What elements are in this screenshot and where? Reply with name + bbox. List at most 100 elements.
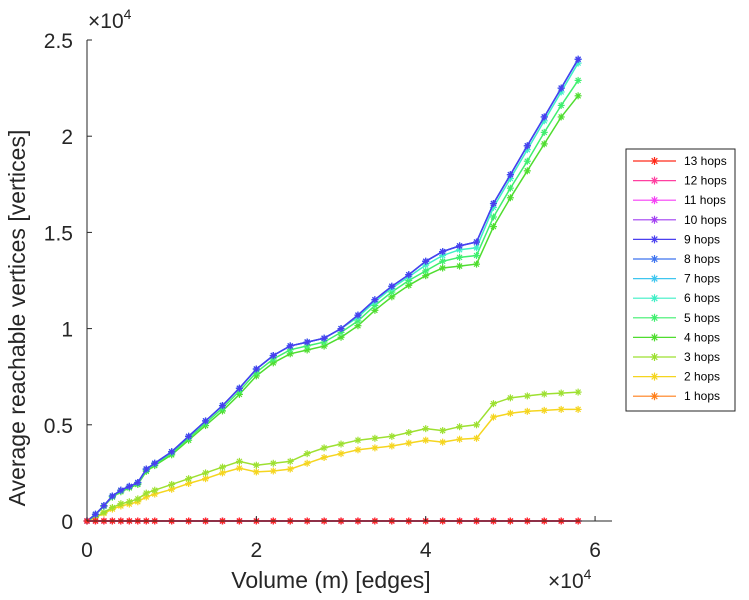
legend-item: 11 hops: [633, 193, 726, 207]
legend-label: 1 hops: [684, 389, 720, 403]
data-point: [540, 140, 548, 148]
data-point: [320, 444, 328, 452]
data-point: [523, 407, 531, 415]
data-point: [100, 502, 108, 510]
data-point: [388, 432, 396, 440]
data-point: [388, 282, 396, 290]
data-point: [489, 413, 497, 421]
legend-item: 3 hops: [633, 350, 720, 364]
data-point: [117, 486, 125, 494]
data-point: [540, 390, 548, 398]
legend-marker: [650, 157, 659, 165]
data-point: [286, 342, 294, 350]
data-point: [354, 311, 362, 319]
data-point: [456, 253, 464, 261]
series-line: [86, 95, 579, 522]
data-point: [574, 405, 582, 413]
data-point: [151, 486, 159, 494]
y-tick-label: 0: [61, 511, 73, 534]
data-point: [540, 113, 548, 121]
data-point: [557, 101, 565, 109]
data-point: [405, 271, 413, 279]
legend-item: 13 hops: [633, 154, 727, 168]
y-ticks: 0 0.5 1 1.5 2 2.5: [44, 30, 92, 534]
data-point: [354, 436, 362, 444]
data-point: [473, 260, 481, 268]
data-point: [574, 76, 582, 84]
legend-marker: [650, 274, 659, 283]
legend-label: 3 hops: [684, 350, 720, 364]
x-tick-label: 6: [589, 539, 601, 562]
data-point: [422, 436, 430, 444]
x-tick-label: 2: [251, 539, 263, 562]
data-point: [523, 392, 531, 400]
data-point: [269, 467, 277, 475]
data-point: [320, 454, 328, 462]
legend-marker: [650, 372, 659, 381]
data-point: [422, 257, 430, 265]
data-point: [489, 400, 497, 408]
series-line: [86, 408, 579, 522]
data-point: [303, 338, 311, 346]
series-line: [86, 79, 579, 522]
legend-label: 9 hops: [684, 232, 720, 246]
y-tick-label: 1: [61, 319, 73, 342]
data-point: [473, 251, 481, 259]
data-point: [371, 444, 379, 452]
data-point: [506, 409, 514, 417]
legend-box: [625, 148, 736, 412]
data-point: [218, 402, 226, 410]
data-point: [117, 500, 125, 508]
data-point: [506, 184, 514, 192]
data-point: [523, 157, 531, 165]
data-point: [439, 248, 447, 256]
data-point: [134, 495, 142, 503]
legend-item: 2 hops: [633, 370, 720, 384]
y-tick-label: 1.5: [44, 222, 73, 245]
legend-item: 7 hops: [633, 272, 720, 286]
data-point: [557, 113, 565, 121]
legend-marker: [650, 353, 659, 361]
data-point: [456, 435, 464, 443]
data-point: [405, 428, 413, 436]
x-tick-label: 0: [81, 539, 93, 562]
x-ticks: 0 2 4 6: [81, 516, 601, 562]
data-point: [269, 352, 277, 360]
data-point: [125, 498, 133, 506]
legend-item: 5 hops: [633, 311, 720, 325]
x-axis-label: Volume (m) [edges]: [231, 567, 430, 593]
data-point: [489, 200, 497, 208]
y-exponent-label: ×104: [88, 6, 132, 33]
data-point: [252, 468, 260, 476]
data-point: [218, 463, 226, 471]
data-point: [108, 492, 116, 500]
data-point: [354, 446, 362, 454]
legend-marker: [650, 392, 659, 401]
data-point: [574, 388, 582, 396]
data-point: [456, 423, 464, 431]
legend-item: 10 hops: [633, 213, 727, 227]
data-point: [286, 457, 294, 465]
data-point: [540, 128, 548, 136]
data-point: [523, 142, 531, 150]
data-point: [371, 296, 379, 304]
data-point: [134, 479, 142, 487]
legend-label: 7 hops: [684, 272, 720, 286]
data-point: [202, 417, 210, 425]
data-point: [168, 448, 176, 456]
data-point: [456, 262, 464, 270]
data-point: [439, 427, 447, 435]
data-point: [303, 459, 311, 467]
data-point: [252, 461, 260, 469]
data-point: [574, 55, 582, 63]
data-point: [142, 489, 150, 497]
data-point: [557, 405, 565, 413]
data-point: [506, 171, 514, 179]
data-point: [439, 438, 447, 446]
data-point: [523, 167, 531, 175]
data-point: [303, 450, 311, 458]
legend-label: 4 hops: [684, 330, 720, 344]
legend-item: 6 hops: [633, 291, 720, 305]
legend-item: 12 hops: [633, 174, 727, 188]
